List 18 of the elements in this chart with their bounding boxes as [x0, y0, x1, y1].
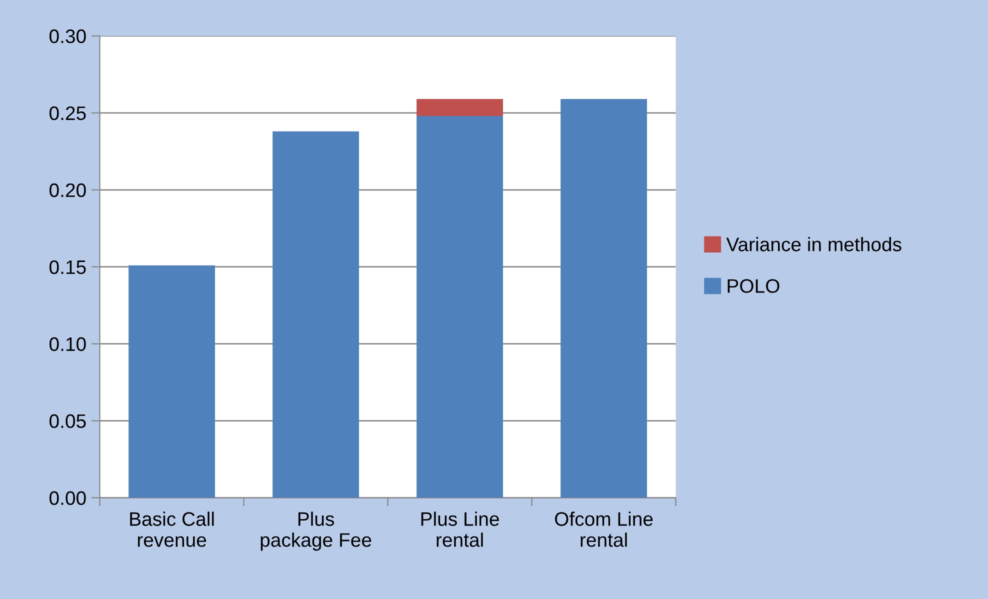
y-tick-label: 0.25: [50, 106, 86, 120]
y-tick-label: 0.15: [50, 260, 86, 274]
bar: [272, 131, 359, 498]
y-tick-label: 0.00: [50, 491, 86, 506]
y-tick-label: 0.20: [50, 183, 86, 198]
y-tick-label: 0.30: [50, 29, 86, 44]
legend-label: Variance in methods: [726, 237, 902, 252]
x-tick-label: Plus Line rental: [421, 512, 499, 547]
x-tick-label: Ofcom Line rental: [555, 512, 653, 547]
y-tick-label: 0.10: [50, 337, 86, 352]
bar: [560, 99, 647, 498]
bar: [416, 99, 503, 116]
bar: [128, 265, 215, 498]
x-tick-label: Basic Call revenue: [130, 512, 214, 547]
bar: [416, 116, 503, 498]
x-tick-label: Plus package Fee: [260, 512, 372, 551]
y-tick-label: 0.05: [50, 414, 86, 428]
legend-label: POLO: [728, 279, 780, 293]
